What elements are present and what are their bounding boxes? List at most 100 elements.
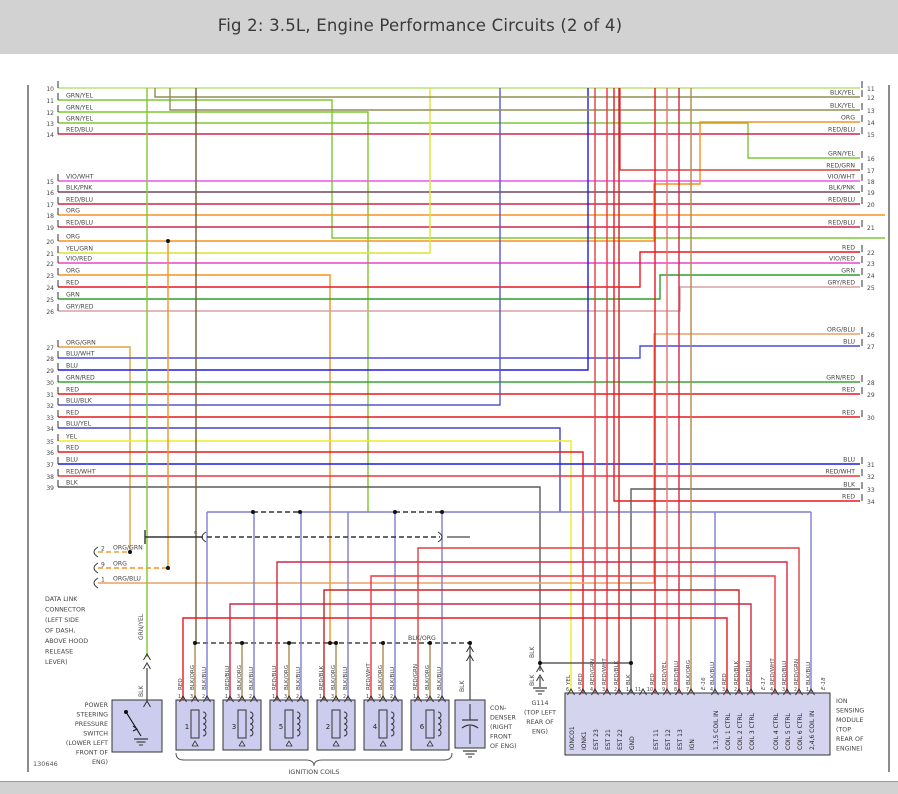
module-connector-id: E-17 xyxy=(761,677,767,690)
connector-chevron xyxy=(567,688,575,696)
connector-chevron xyxy=(332,695,340,703)
left-pin-label: YEL/GRN xyxy=(65,246,93,253)
module-pin-label: IONK1 xyxy=(581,731,588,750)
left-pin-number: 13 xyxy=(46,121,54,128)
coil-pin-wire-label: BLK/BLU xyxy=(343,667,349,690)
wire-coil5-ctrl xyxy=(276,561,788,700)
wire-row28-blu-wht-r27 xyxy=(58,345,860,359)
right-pin-number: 15 xyxy=(867,132,875,139)
right-pin-number: 11 xyxy=(867,86,875,93)
coil-tip xyxy=(191,740,199,747)
right-pin-number: 19 xyxy=(867,190,875,197)
right-pin-number: 34 xyxy=(867,499,875,506)
wire-row29-blu xyxy=(58,88,589,371)
left-pin-label: BLU/BLK xyxy=(66,398,93,405)
connector-chevron xyxy=(735,688,743,696)
left-pin-label: GRY/RED xyxy=(66,304,94,311)
module-pin-wire-label: RED xyxy=(722,673,728,685)
connector-chevron xyxy=(438,695,446,703)
left-pin-label: BLU xyxy=(66,363,78,370)
right-pin-number: 27 xyxy=(867,344,875,351)
coil-tip xyxy=(426,740,434,747)
coil-primary-winding xyxy=(331,709,341,739)
left-pin-number: 21 xyxy=(46,251,54,258)
connector-chevron xyxy=(426,695,434,703)
junction-dot xyxy=(468,641,472,645)
rotated-wire-label: BLK xyxy=(459,680,466,692)
junction-dot xyxy=(193,641,197,645)
coil-number: 5 xyxy=(279,723,283,731)
module-pin-number: 3 xyxy=(782,687,785,693)
coil-pin-number: 1 xyxy=(272,694,275,700)
junction-dot xyxy=(240,641,244,645)
right-pin-number: 33 xyxy=(867,487,875,494)
switch-lever xyxy=(125,711,142,737)
wire-row12-grn-yel xyxy=(58,111,369,512)
module-pin-label: EST 22 xyxy=(617,729,624,750)
module-pin-label: GND xyxy=(629,736,636,750)
coil-pin-wire-label: BLK/ORG xyxy=(378,665,384,690)
figure-title: Fig 2: 3.5L, Engine Performance Circuits… xyxy=(217,16,623,35)
wire-coil2-ctrl xyxy=(323,589,740,700)
connector-chevron xyxy=(379,695,387,703)
diagram-id: 130646 xyxy=(33,760,58,768)
module-pin-label: COIL 4 CTRL xyxy=(773,712,780,750)
right-pin-number: 20 xyxy=(867,202,875,209)
right-pin-label: VIO/WHT xyxy=(827,174,855,181)
right-pin-label: RED xyxy=(842,494,855,501)
dlc-caption: ABOVE HOOD xyxy=(45,638,88,645)
coil-pin-number: 2 xyxy=(296,694,299,700)
coil-pin-number: 1 xyxy=(225,694,228,700)
right-pin-number: 13 xyxy=(867,108,875,115)
module-connector-id: E-16 xyxy=(701,677,707,690)
ion-module-caption: (TOP xyxy=(836,727,851,734)
coil-number: 4 xyxy=(373,723,378,731)
module-pin-label: EST 21 xyxy=(605,729,612,750)
module-pin-label: COIL 2 CTRL xyxy=(737,712,744,750)
coil-primary-winding xyxy=(190,709,200,739)
coil-pin-number: 2 xyxy=(343,694,346,700)
connector-chevron xyxy=(250,695,258,703)
coil-pin-number: 2 xyxy=(249,694,252,700)
left-pin-number: 18 xyxy=(46,213,54,220)
rotated-wire-label: GRN/YEL xyxy=(138,613,145,640)
left-pin-number: 38 xyxy=(46,474,54,481)
connector-chevron xyxy=(615,688,623,696)
ion-module-caption: ENGINE) xyxy=(836,746,863,753)
coil-pin-wire-label: BLK/ORG xyxy=(190,665,196,690)
left-pin-label: RED/BLU xyxy=(66,197,93,204)
module-pin-number: 3 xyxy=(722,687,725,693)
left-pin-number: 23 xyxy=(46,273,54,280)
connector-chevron xyxy=(203,695,211,703)
connector-chevron xyxy=(297,695,305,703)
connector-chevron xyxy=(687,688,695,696)
coil-pin-wire-label: RED/BLU xyxy=(225,666,231,690)
module-connector-id: E-18 xyxy=(821,677,827,690)
right-pin-label: RED/BLU xyxy=(828,220,855,227)
right-pin-label: BLK xyxy=(843,482,856,489)
module-pin-label: 1,3,5 COIL IN xyxy=(713,711,720,750)
left-pin-label: RED xyxy=(66,280,79,287)
connector-chevron xyxy=(273,695,281,703)
module-pin-wire-label: RED/GRN xyxy=(590,659,596,685)
connector-chevron xyxy=(367,695,375,703)
module-pin-number: 7 xyxy=(686,687,689,693)
right-pin-number: 18 xyxy=(867,179,875,186)
ion-module-caption: ION xyxy=(836,698,848,705)
coil-pin-wire-label: RED/BLU xyxy=(272,666,278,690)
ignition-coil-box xyxy=(316,699,356,751)
module-pin-wire-label: BLK/ORG xyxy=(686,660,692,685)
wire-row24-red-r22 xyxy=(58,251,860,288)
g114-caption: (TOP LEFT xyxy=(524,710,556,717)
page-bottom-strip xyxy=(0,781,898,794)
module-pin-number: 1 xyxy=(746,687,749,693)
wire-r33-blk-gnd xyxy=(630,488,860,693)
dlc-pin-arc xyxy=(93,546,99,558)
left-pin-label: RED/BLU xyxy=(66,220,93,227)
module-pin-number: 2 xyxy=(734,687,737,693)
figure-header-bar: Fig 2: 3.5L, Engine Performance Circuits… xyxy=(0,0,898,54)
ps-switch-caption: (LOWER LEFT xyxy=(66,740,108,747)
connector-chevron xyxy=(603,688,611,696)
coil-pin-number: 1 xyxy=(413,694,416,700)
